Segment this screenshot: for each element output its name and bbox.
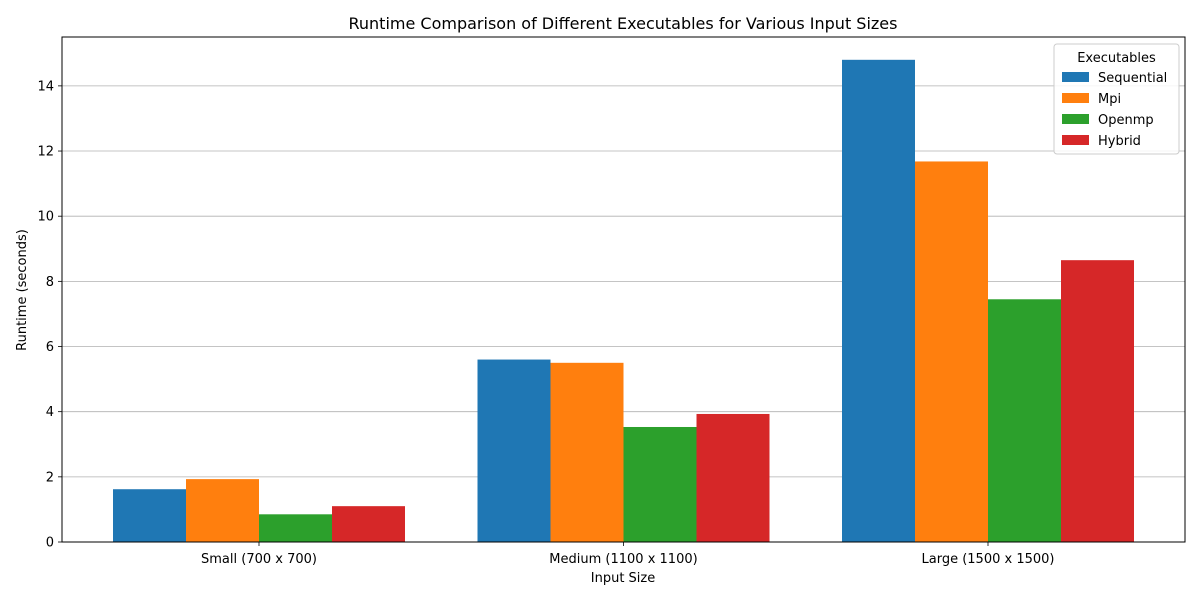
bar-mpi [186,479,259,542]
axes: 0 2 4 6 8 10 12 14 Small (700 x 700) Medium (1100… [37,36,1186,567]
y-tick-label: 4 [46,405,54,420]
bar-hybrid [1061,260,1134,542]
x-axis-label: Input Size [591,571,655,586]
x-tick-label: Large (1500 x 1500) [922,552,1055,567]
legend-label-mpi: Mpi [1098,92,1121,107]
bar-sequential [842,59,915,542]
y-tick-label: 8 [46,275,54,290]
bar-mpi [550,362,624,542]
y-tick-label: 12 [37,145,54,160]
bar-sequential [477,359,551,542]
bar-mpi [915,161,988,542]
legend: Executables Sequential Mpi Openmp Hybrid [1053,43,1180,155]
y-tick-label: 2 [46,470,54,485]
legend-swatch-sequential [1062,72,1089,82]
bar-openmp [259,514,332,542]
plot-frame [61,36,1186,543]
y-tick-label: 6 [46,340,54,355]
y-tick-label: 10 [37,210,54,225]
x-tick-label: Medium (1100 x 1100) [549,552,697,567]
legend-box [1053,43,1180,155]
y-tick-label: 14 [37,79,54,94]
legend-label-hybrid: Hybrid [1098,134,1141,149]
legend-label-openmp: Openmp [1098,113,1154,128]
bar-openmp [988,299,1061,542]
bar-hybrid [332,506,405,542]
bars [113,59,1134,542]
legend-swatch-hybrid [1062,135,1089,145]
bar-sequential [113,489,186,542]
legend-swatch-openmp [1062,114,1089,124]
legend-label-sequential: Sequential [1098,71,1167,86]
x-tick-label: Small (700 x 700) [201,552,317,567]
y-tick-label: 0 [46,536,54,551]
grid-lines [62,85,1185,478]
legend-swatch-mpi [1062,93,1089,103]
bar-hybrid [696,413,770,542]
chart-title: Runtime Comparison of Different Executab… [349,14,898,33]
y-axis-label: Runtime (seconds) [15,229,30,351]
bar-openmp [623,426,697,542]
legend-title: Executables [1077,51,1156,66]
